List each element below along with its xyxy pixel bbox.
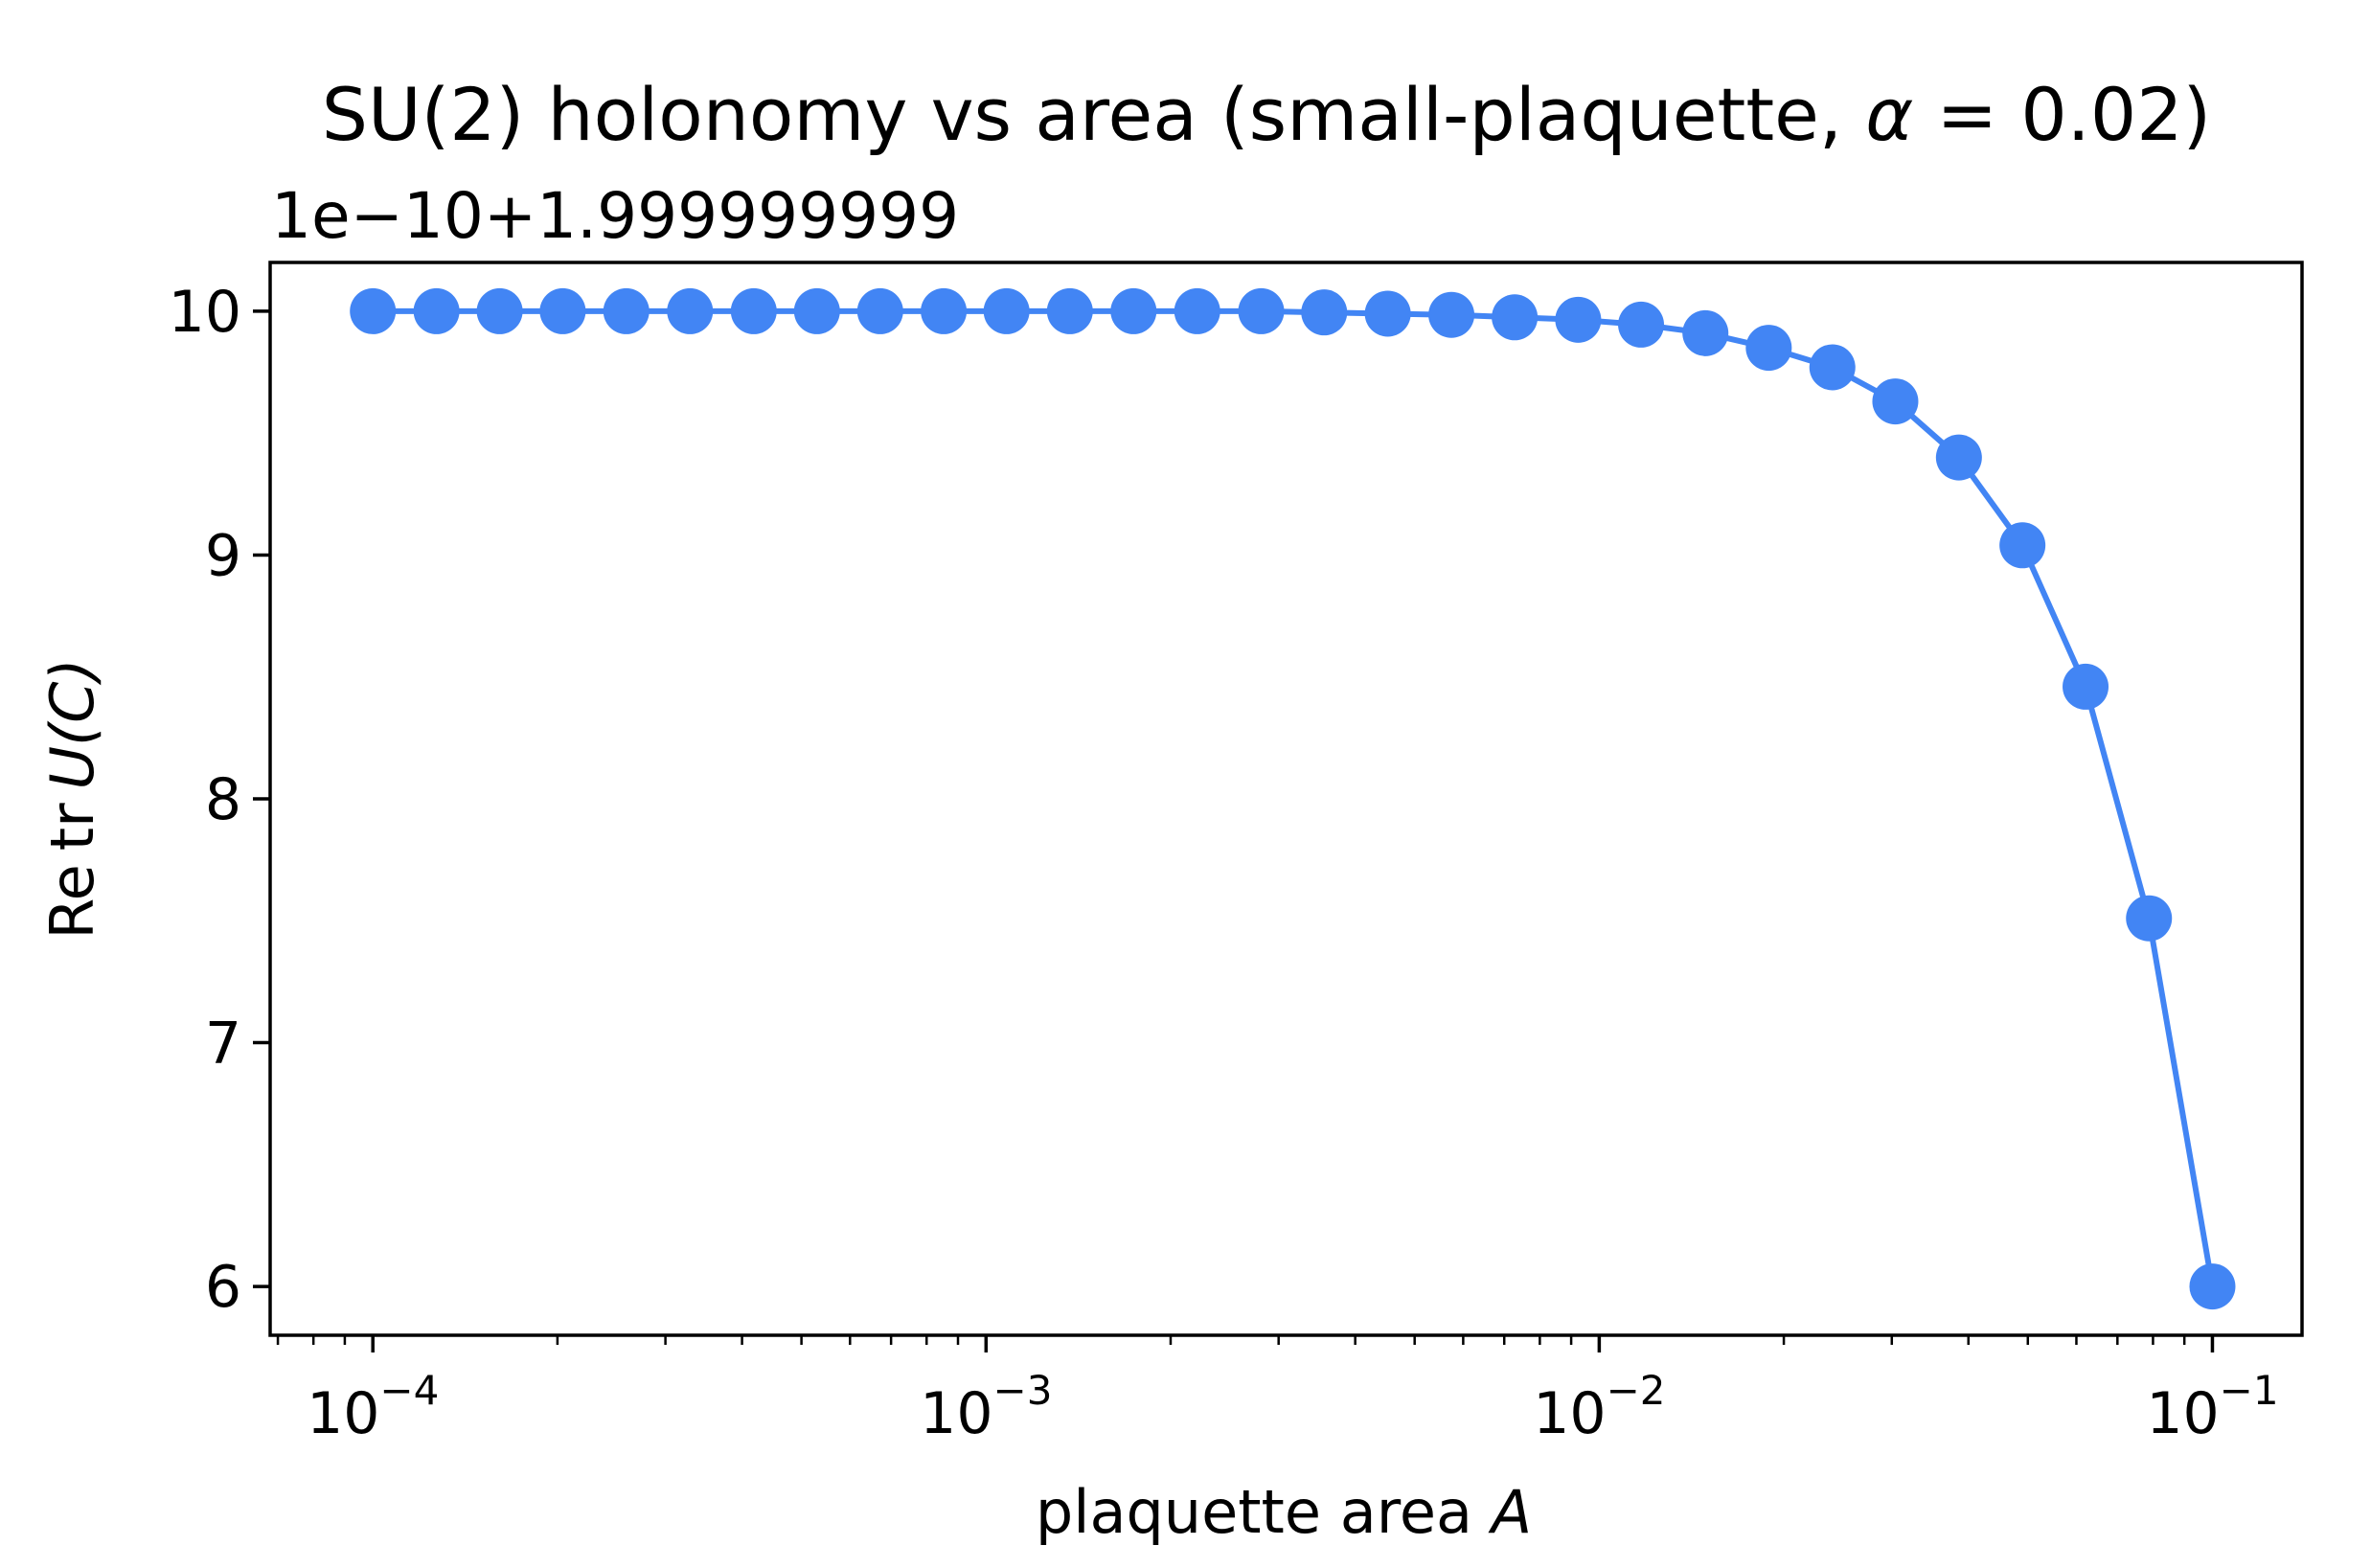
data-point (730, 287, 777, 334)
data-point (983, 287, 1030, 334)
data-point (413, 287, 460, 334)
data-point (667, 287, 714, 334)
data-point (1935, 434, 1982, 481)
data-point (2189, 1263, 2236, 1310)
x-tick-label: 10−3 (920, 1367, 1052, 1447)
data-point (1428, 291, 1475, 338)
x-tick-label: 10−4 (307, 1367, 439, 1447)
plot-area (350, 287, 2236, 1310)
data-point (603, 287, 650, 334)
data-point (539, 287, 586, 334)
y-tick-label: 10 (169, 279, 241, 346)
data-point (1046, 287, 1093, 334)
data-point (1110, 287, 1157, 334)
data-point (793, 287, 840, 334)
axes-frame (268, 261, 2304, 1337)
x-axis-label: plaquette area A (1036, 1477, 1532, 1547)
data-point (1682, 309, 1729, 356)
chart-title: SU(2) holonomy vs area (small-plaquette,… (322, 72, 2211, 157)
data-point (1745, 325, 1792, 372)
y-tick-label: 9 (205, 522, 241, 589)
x-axis-ticks: 10−4 10−3 10−2 10−1 (276, 1335, 2279, 1447)
data-point (1809, 344, 1856, 391)
data-point (1301, 289, 1348, 336)
data-point (1364, 290, 1411, 337)
data-point (1999, 522, 2046, 569)
data-point (921, 287, 968, 334)
axis-offset-label: 1e−10+1.999999999 (271, 179, 959, 253)
data-point (856, 287, 903, 334)
data-point (1872, 378, 1919, 425)
data-point (1174, 287, 1220, 334)
data-point (1618, 301, 1665, 348)
y-tick-label: 8 (205, 766, 241, 833)
y-axis-label: RetrU(C) (37, 658, 107, 939)
x-tick-label: 10−2 (1533, 1367, 1665, 1447)
y-tick-label: 7 (205, 1011, 241, 1078)
data-point (476, 287, 523, 334)
data-point (2063, 663, 2109, 710)
data-point (1238, 287, 1285, 334)
x-tick-label: 10−1 (2146, 1367, 2278, 1447)
data-point (2126, 895, 2173, 942)
y-axis-ticks: 6 7 8 9 10 (169, 279, 270, 1321)
y-tick-label: 6 (205, 1254, 241, 1321)
data-point (1555, 296, 1602, 343)
data-point (1492, 294, 1539, 341)
data-point (350, 287, 397, 334)
